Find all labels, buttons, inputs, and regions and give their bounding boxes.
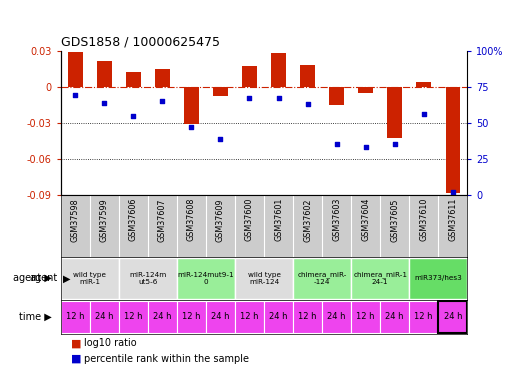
Text: GSM37598: GSM37598	[71, 198, 80, 242]
Bar	[213, 87, 228, 96]
Text: wild type
miR-1: wild type miR-1	[73, 272, 106, 285]
Point	[275, 95, 283, 101]
Point	[245, 95, 254, 101]
Point	[216, 136, 225, 142]
Text: agent: agent	[30, 273, 58, 284]
Bar	[61, 301, 90, 333]
Text: 24 h: 24 h	[95, 312, 114, 321]
Bar	[293, 301, 322, 333]
Text: agent ▶: agent ▶	[13, 273, 52, 284]
Point	[187, 124, 196, 130]
Text: percentile rank within the sample: percentile rank within the sample	[84, 354, 250, 364]
Bar	[235, 258, 293, 299]
Bar	[351, 301, 380, 333]
Text: GDS1858 / 10000625475: GDS1858 / 10000625475	[61, 35, 220, 48]
Bar	[97, 62, 111, 87]
Text: 12 h: 12 h	[182, 312, 201, 321]
Point	[303, 101, 312, 107]
Point	[449, 189, 457, 195]
Point	[420, 111, 428, 117]
Text: GSM37600: GSM37600	[245, 198, 254, 242]
Bar	[409, 301, 438, 333]
Bar	[242, 66, 257, 87]
Bar	[409, 258, 467, 299]
Text: 12 h: 12 h	[66, 312, 84, 321]
Point	[129, 112, 137, 118]
Text: GSM37610: GSM37610	[419, 198, 428, 242]
Text: GSM37603: GSM37603	[332, 198, 341, 242]
Bar	[177, 258, 235, 299]
Text: 24 h: 24 h	[327, 312, 346, 321]
Bar	[235, 301, 264, 333]
Point	[100, 100, 109, 106]
Text: time ▶: time ▶	[19, 312, 52, 322]
Text: 12 h: 12 h	[124, 312, 143, 321]
Text: GSM37601: GSM37601	[274, 198, 283, 242]
Bar	[438, 301, 467, 333]
Bar	[119, 301, 148, 333]
Point	[333, 141, 341, 147]
Bar	[155, 69, 169, 87]
Bar	[184, 87, 199, 124]
Text: miR373/hes3: miR373/hes3	[414, 275, 462, 281]
Bar	[177, 301, 206, 333]
Text: log10 ratio: log10 ratio	[84, 338, 137, 348]
Text: 12 h: 12 h	[298, 312, 317, 321]
Text: 24 h: 24 h	[444, 312, 462, 321]
Point	[71, 92, 80, 98]
Text: ▶: ▶	[63, 273, 71, 284]
Bar	[68, 52, 82, 87]
Bar	[417, 82, 431, 87]
Bar	[293, 258, 351, 299]
Text: GSM37605: GSM37605	[390, 198, 399, 242]
Bar	[322, 301, 351, 333]
Bar	[359, 87, 373, 93]
Bar	[446, 87, 460, 193]
Text: 24 h: 24 h	[153, 312, 172, 321]
Text: 24 h: 24 h	[385, 312, 404, 321]
Bar	[126, 72, 140, 87]
Text: miR-124mut9-1
0: miR-124mut9-1 0	[177, 272, 234, 285]
Bar	[300, 65, 315, 87]
Text: chimera_miR-
-124: chimera_miR- -124	[297, 272, 347, 285]
Bar	[380, 301, 409, 333]
Bar	[329, 87, 344, 105]
Text: miR-124m
ut5-6: miR-124m ut5-6	[129, 272, 166, 285]
Point	[391, 141, 399, 147]
Text: GSM37602: GSM37602	[303, 198, 312, 242]
Text: GSM37607: GSM37607	[158, 198, 167, 242]
Bar	[351, 258, 409, 299]
Text: ■: ■	[71, 354, 82, 364]
Text: 24 h: 24 h	[211, 312, 230, 321]
Bar	[264, 301, 293, 333]
Bar	[61, 258, 119, 299]
Text: GSM37606: GSM37606	[129, 198, 138, 242]
Text: GSM37599: GSM37599	[100, 198, 109, 242]
Text: wild type
miR-124: wild type miR-124	[248, 272, 280, 285]
Bar	[388, 87, 402, 138]
Text: 12 h: 12 h	[414, 312, 433, 321]
Bar	[148, 301, 177, 333]
Text: 12 h: 12 h	[356, 312, 375, 321]
Text: chimera_miR-1
24-1: chimera_miR-1 24-1	[353, 272, 407, 285]
Bar	[271, 53, 286, 87]
Text: 12 h: 12 h	[240, 312, 259, 321]
Bar	[90, 301, 119, 333]
Text: GSM37611: GSM37611	[448, 198, 457, 242]
Text: GSM37608: GSM37608	[187, 198, 196, 242]
Bar	[119, 258, 177, 299]
Text: GSM37604: GSM37604	[361, 198, 370, 242]
Bar	[206, 301, 235, 333]
Text: ■: ■	[71, 338, 82, 348]
Point	[158, 98, 167, 104]
Text: 24 h: 24 h	[269, 312, 288, 321]
Text: GSM37609: GSM37609	[216, 198, 225, 242]
Point	[361, 144, 370, 150]
